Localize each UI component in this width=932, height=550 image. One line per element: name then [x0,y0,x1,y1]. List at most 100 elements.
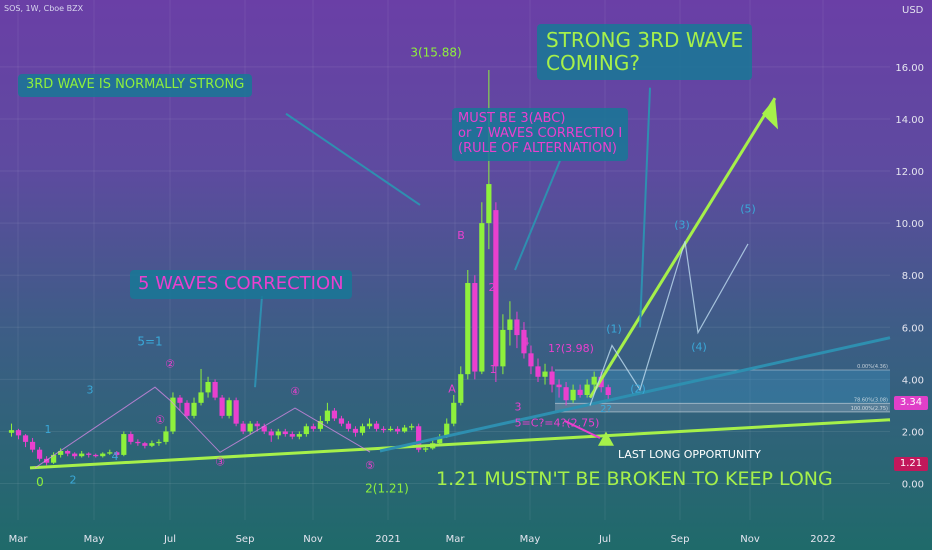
candle-body [416,426,422,450]
candle-body [345,423,352,429]
candle-body [163,431,169,442]
candle-body [338,418,345,424]
buy-arrow-icon [598,431,614,446]
candle-body [493,210,499,367]
candle-body [472,283,478,372]
y-tick-label: 6.00 [902,323,924,334]
fib-level-label: 0.00%(4.36) [857,364,888,370]
candle-body [184,402,190,416]
candle-body [479,223,485,372]
candle-body [521,329,527,354]
candle-body [570,389,576,401]
candle-body [65,450,71,454]
fibonacci-zone: 0.00%(4.36) 78.60%(3.08) 100.00%(2.75) [555,364,890,413]
candle-body [149,443,155,446]
x-tick-label: Jul [598,534,611,545]
candle-body [458,374,464,403]
projection-label: (3) [674,218,690,231]
candle-body [282,431,288,435]
candle-body [331,410,338,419]
wave-label-peak: 3(15.88) [410,45,461,59]
y-tick-label: 12.00 [895,167,924,178]
callout-pointer-five-waves [254,295,263,388]
y-tick-label: 2.00 [902,427,924,438]
x-tick-label: Jul [163,534,176,545]
symbol-label: SOS, 1W, Cboe BZX [4,4,84,13]
y-tick-label: 14.00 [895,115,924,126]
candle-body [310,426,316,429]
wave-label: 5=1 [137,335,162,349]
candle-body [205,381,211,393]
wave-label: 4 [523,336,530,349]
wave-label-circled: ① [155,414,165,427]
candle-body [465,283,471,375]
wave-label-circled: ⑤ [365,459,375,472]
y-tick-label: 16.00 [895,63,924,74]
candle-body [486,184,492,224]
long-support-trendline [29,418,891,470]
callout-pointer-strong-wave [639,87,651,328]
candle-body [15,430,22,436]
candle-body [254,423,260,427]
candle-body [542,371,548,377]
candle-body [451,402,457,424]
candle-body [409,426,415,428]
candle-body [423,448,429,450]
candle-body [584,384,590,395]
candle-body [226,400,232,416]
candle-body [22,435,29,442]
y-tick-label: 10.00 [895,219,924,230]
candle-body [79,453,85,457]
note-third-wave: 3RD WAVE IS NORMALLY STRONG [18,74,253,97]
wave-path-purple [34,386,371,469]
projection-label: (5) [740,203,756,216]
drop-arrow-line [564,420,601,439]
x-tick-label: Sep [236,534,255,545]
candle-body [324,410,330,422]
wave-label-circled: ③ [215,455,225,468]
wave-label: 2? [600,404,612,415]
candle-body [366,423,373,427]
callout-pointer-must-be [514,160,561,271]
currency-label: USD [902,5,924,16]
candle-body [528,353,534,367]
candle-body [387,428,394,431]
candle-body [514,319,520,336]
candle-body [535,366,541,377]
x-tick-label: Nov [303,534,323,545]
candle-body [549,371,555,385]
candle-body [114,452,120,455]
candle-body [268,431,274,436]
candle-body [135,441,141,444]
candle-body [219,397,225,416]
y-tick-label: 8.00 [902,271,924,282]
fib-lower-zone [555,403,890,412]
candle-body [373,423,380,429]
candle-body [437,436,443,444]
support-price-badge: 1.21 [894,457,928,471]
candle-body [198,392,204,403]
projection-label: (4) [691,341,707,354]
candle-body [507,319,513,330]
y-tick-label: 4.00 [902,375,924,386]
candle-body [177,397,183,403]
candle-body [128,434,134,442]
wave-label-low: 2(1.21) [365,482,409,496]
note-must-be: MUST BE 3(ABC) or 7 WAVES CORRECTIO I (R… [452,108,629,161]
candle-body [107,452,113,454]
candle-body [156,441,162,444]
y-tick-label: 0.00 [902,480,924,491]
candle-body [563,387,569,401]
x-tick-label: 2021 [375,534,400,545]
wave-label: 3 [515,401,522,414]
candle-body [444,423,450,437]
candle-body [296,434,302,437]
note-keep-long: 1.21 MUSTN'T BE BROKEN TO KEEP LONG [436,468,833,490]
candle-body [556,384,562,388]
wave-label: 2 [489,281,496,294]
candle-body [591,376,597,385]
callout-pointer-third-wave [285,112,421,206]
wave-label: A [448,382,456,395]
